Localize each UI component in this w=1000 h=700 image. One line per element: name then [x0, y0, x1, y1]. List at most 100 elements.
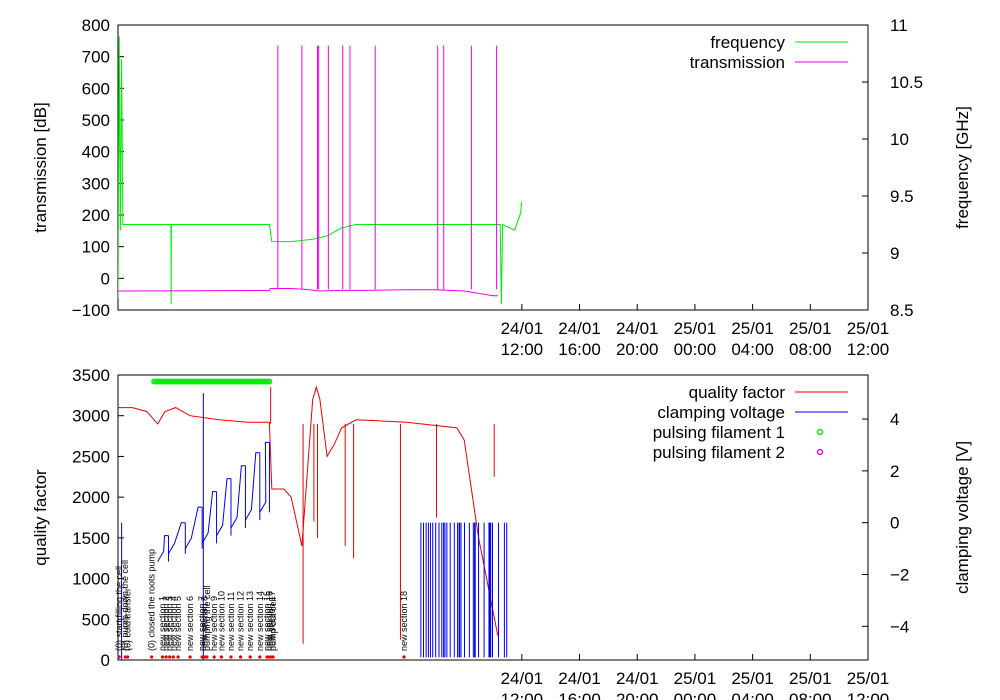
top-x-tick-label-time: 08:00: [789, 340, 832, 359]
top-y-tick-label: 600: [82, 79, 110, 98]
annotation-label: new section 18: [399, 591, 409, 651]
bottom-y2-axis-title: clamping voltage [V]: [953, 441, 972, 594]
top-y2-tick-label: 11: [890, 16, 908, 35]
annotation-marker: [202, 655, 207, 659]
series-line-frequency: [118, 36, 523, 305]
annotation-label: new section 16: [264, 591, 274, 651]
annotation-label: pump out cell: [268, 597, 278, 651]
top-y2-tick-label: 9.5: [890, 187, 914, 206]
bottom-plot-frame: [117, 374, 869, 661]
bottom-x-tick-label-time: 12:00: [501, 690, 544, 700]
bottom-y-tick-label: 2500: [72, 447, 110, 466]
top-plot-frame: [117, 24, 869, 311]
top-y-tick-label: 300: [82, 174, 110, 193]
top-x-tick-label-time: 12:00: [847, 340, 890, 359]
bottom-x-tick-label-time: 20:00: [616, 690, 659, 700]
top-y2-tick-label: 9: [890, 244, 899, 263]
top-y-tick-label: 500: [82, 111, 110, 130]
bottom-y2-tick-label: 0: [890, 514, 899, 533]
legend-label-clamping-voltage: clamping voltage: [657, 403, 785, 422]
bottom-x-tick-label-date: 24/01: [558, 669, 601, 688]
annotation-label: new section 2: [161, 596, 171, 651]
top-y2-axis-title: frequency [GHz]: [953, 106, 972, 229]
top-panel: −100 0 100 200 300 400 500 600 700 800 8.5 9 9.5 10 10…: [31, 16, 972, 359]
top-y-tick-label: 400: [82, 143, 110, 162]
bottom-x-tick-label-date: 24/01: [501, 669, 544, 688]
legend-marker-pulsing-filament-1: [816, 428, 824, 436]
bottom-x-tick-label-time: 00:00: [674, 690, 717, 700]
annotation-label: new section 8: [200, 596, 210, 651]
top-x-tick-label-date: 24/01: [616, 319, 659, 338]
top-data-layer: [118, 36, 523, 305]
top-x-tick-label-date: 25/01: [789, 319, 832, 338]
top-y-tick-label: 800: [82, 16, 110, 35]
legend-label-pulsing-filament-2: pulsing filament 2: [653, 443, 785, 462]
legend-label-transmission: transmission: [690, 53, 785, 72]
top-x-tick-label-date: 24/01: [558, 319, 601, 338]
bottom-y-tick-label: 3500: [72, 366, 110, 385]
annotation-label: (0) closed the roots pump: [147, 549, 157, 651]
top-y-tick-label: −100: [72, 301, 110, 320]
annotation-label: new section 7: [197, 596, 207, 651]
top-x-tick-label-time: 12:00: [501, 340, 544, 359]
bottom-y-tick-label: 500: [82, 610, 110, 629]
annotation-marker: [205, 655, 209, 659]
annotation-label: pumping the cell: [202, 585, 212, 651]
bottom-y-tick-label: 2000: [72, 488, 110, 507]
annotation-label: new section 15: [262, 591, 272, 651]
annotation-marker: [229, 655, 233, 659]
top-x-tick-label-date: 24/01: [501, 319, 544, 338]
annotation-label: (0) start filling the cell: [114, 566, 124, 651]
top-x-tick-label-time: 16:00: [558, 340, 601, 359]
bottom-x-tick-label-date: 24/01: [616, 669, 659, 688]
annotation-label: new section 17: [267, 591, 277, 651]
top-x-tick-label-time: 04:00: [731, 340, 774, 359]
annotation-label: new section 12: [236, 591, 246, 651]
bottom-x-tick-label-time: 16:00: [558, 690, 601, 700]
bottom-y2-tick-label: 4: [890, 410, 899, 429]
annotation-label: (0) pump down the cell: [120, 560, 130, 651]
marker-pulsing-filament-1: [266, 378, 273, 385]
bottom-y2-tick-label: −4: [890, 617, 909, 636]
annotation-marker: [168, 655, 172, 659]
top-y-tick-label: 200: [82, 206, 110, 225]
series-line-clamping-voltage: [157, 441, 270, 562]
annotation-marker: [248, 655, 252, 659]
top-y-tick-label: 100: [82, 238, 110, 257]
legend-label-quality-factor: quality factor: [689, 383, 786, 402]
legend-label-pulsing-filament-1: pulsing filament 1: [653, 423, 785, 442]
annotation-marker: [212, 655, 216, 659]
series-line-transmission: [118, 288, 498, 297]
annotation-label: new section 14: [255, 591, 265, 651]
bottom-y-axis-title: quality factor: [31, 469, 50, 566]
annotation-marker: [176, 655, 180, 659]
top-y-tick-label: 0: [101, 269, 110, 288]
bottom-data-layer: [118, 378, 508, 660]
bottom-x-tick-label-date: 25/01: [731, 669, 774, 688]
bottom-y-tick-label: 0: [101, 651, 110, 670]
bottom-y2-tick-label: 2: [890, 462, 899, 481]
annotation-marker: [265, 655, 269, 659]
bottom-x-tick-label-date: 25/01: [847, 669, 890, 688]
annotation-label: new section 6: [185, 596, 195, 651]
annotation-marker: [150, 655, 154, 659]
annotation-label: new section 5: [173, 596, 183, 651]
bottom-y-tick-label: 3000: [72, 407, 110, 426]
annotation-marker: [160, 655, 165, 659]
top-y-axis-title: transmission [dB]: [31, 102, 50, 232]
annotation-label: new section 10: [216, 591, 226, 651]
legend-marker-pulsing-filament-2: [816, 448, 824, 456]
annotation-marker: [258, 655, 262, 659]
bottom-y-tick-label: 1000: [72, 570, 110, 589]
bottom-panel: 0 500 1000 1500 2000 2500 3000 3500 −4 −2 0 2 4 24/01…: [31, 366, 972, 700]
bottom-x-tick-label-date: 25/01: [789, 669, 832, 688]
annotation-marker: [200, 655, 204, 659]
annotation-label: new section 4: [168, 596, 178, 651]
annotation-label: new section 11: [226, 592, 236, 651]
annotation-marker: [271, 655, 275, 659]
annotation-marker: [238, 655, 243, 659]
annotation-marker: [126, 655, 130, 659]
annotation-marker: [219, 655, 223, 659]
top-y2-tick-label: 8.5: [890, 301, 914, 320]
